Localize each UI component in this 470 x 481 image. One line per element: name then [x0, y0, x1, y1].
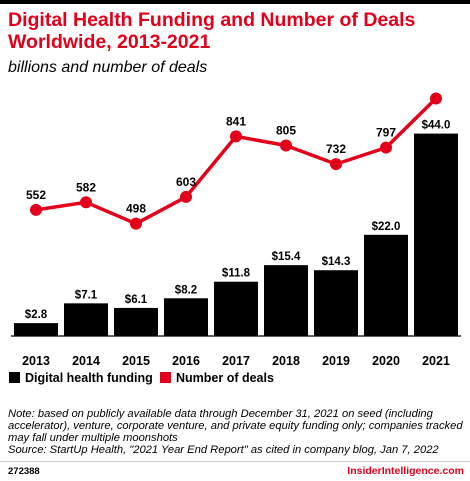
- deals-point-2013[interactable]: [30, 203, 42, 216]
- combo-chart: $2.8 $7.1 $6.1 $8.2 $11.8 $15.4 $14.3 $22.0 $44.…: [9, 80, 461, 385]
- deals-point-2014[interactable]: [80, 196, 92, 209]
- footnote: Note: based on publicly available data t…: [8, 408, 466, 456]
- funding-bar-2014[interactable]: [64, 303, 108, 336]
- funding-bar-2020[interactable]: [364, 234, 408, 336]
- deals-point-2019[interactable]: [330, 158, 342, 171]
- funding-label-2015: $6.1: [125, 294, 148, 306]
- chart-id: 272388: [8, 466, 40, 477]
- deals-point-2018[interactable]: [280, 139, 292, 152]
- footer-divider: [0, 461, 470, 462]
- deals-point-2015[interactable]: [130, 217, 142, 230]
- funding-label-2016: $8.2: [175, 284, 197, 296]
- deals-label-2015: 498: [126, 202, 146, 216]
- deals-label-2017: 841: [226, 114, 246, 128]
- deals-point-2021[interactable]: [430, 92, 442, 105]
- brand-logo-text[interactable]: InsiderIntelligence.com: [347, 465, 464, 477]
- funding-label-2018: $15.4: [272, 251, 301, 263]
- deals-label-2021: 990: [426, 80, 446, 90]
- chart-title: Digital Health Funding and Number of Dea…: [8, 9, 416, 53]
- funding-label-2013: $2.8: [25, 309, 48, 321]
- deals-label-2019: 732: [326, 142, 346, 156]
- x-tick-label-2015: 2015: [122, 354, 150, 368]
- deals-label-2014: 582: [76, 180, 96, 194]
- funding-label-2019: $14.3: [322, 256, 351, 268]
- legend-label-funding: Digital health funding: [25, 371, 153, 385]
- funding-bar-2016[interactable]: [164, 298, 208, 336]
- deals-label-2013: 552: [26, 188, 46, 202]
- x-tick-label-2019: 2019: [322, 354, 350, 368]
- deals-point-2017[interactable]: [230, 130, 242, 143]
- legend-label-deals: Number of deals: [176, 371, 274, 385]
- funding-bar-2021[interactable]: [414, 133, 458, 336]
- x-tick-label-2016: 2016: [172, 354, 200, 368]
- funding-bar-2018[interactable]: [264, 265, 308, 336]
- legend-swatch-funding: [9, 372, 20, 383]
- source-text: Source: StartUp Health, "2021 Year End R…: [8, 444, 439, 456]
- funding-label-2014: $7.1: [75, 289, 98, 301]
- x-tick-label-2021: 2021: [422, 354, 450, 368]
- funding-bar-2015[interactable]: [114, 307, 158, 336]
- funding-bar-2017[interactable]: [214, 281, 258, 336]
- deals-point-2016[interactable]: [180, 190, 192, 203]
- x-tick-label-2020: 2020: [372, 354, 400, 368]
- legend-swatch-deals: [160, 372, 171, 383]
- deals-label-2018: 805: [276, 124, 296, 138]
- deals-label-2016: 603: [176, 175, 196, 189]
- note-text: Note: based on publicly available data t…: [8, 408, 463, 444]
- top-rule: [0, 0, 470, 4]
- funding-label-2020: $22.0: [372, 221, 401, 233]
- x-tick-label-2017: 2017: [222, 354, 250, 368]
- funding-label-2017: $11.8: [222, 268, 251, 280]
- deals-point-2020[interactable]: [380, 141, 392, 154]
- funding-label-2021: $44.0: [422, 120, 451, 132]
- funding-bar-2013[interactable]: [14, 323, 58, 336]
- x-tick-label-2014: 2014: [72, 354, 100, 368]
- deals-label-2020: 797: [376, 126, 396, 140]
- x-tick-label-2013: 2013: [22, 354, 50, 368]
- x-tick-label-2018: 2018: [272, 354, 300, 368]
- funding-bar-2019[interactable]: [314, 270, 358, 336]
- chart-subtitle: billions and number of deals: [8, 59, 208, 76]
